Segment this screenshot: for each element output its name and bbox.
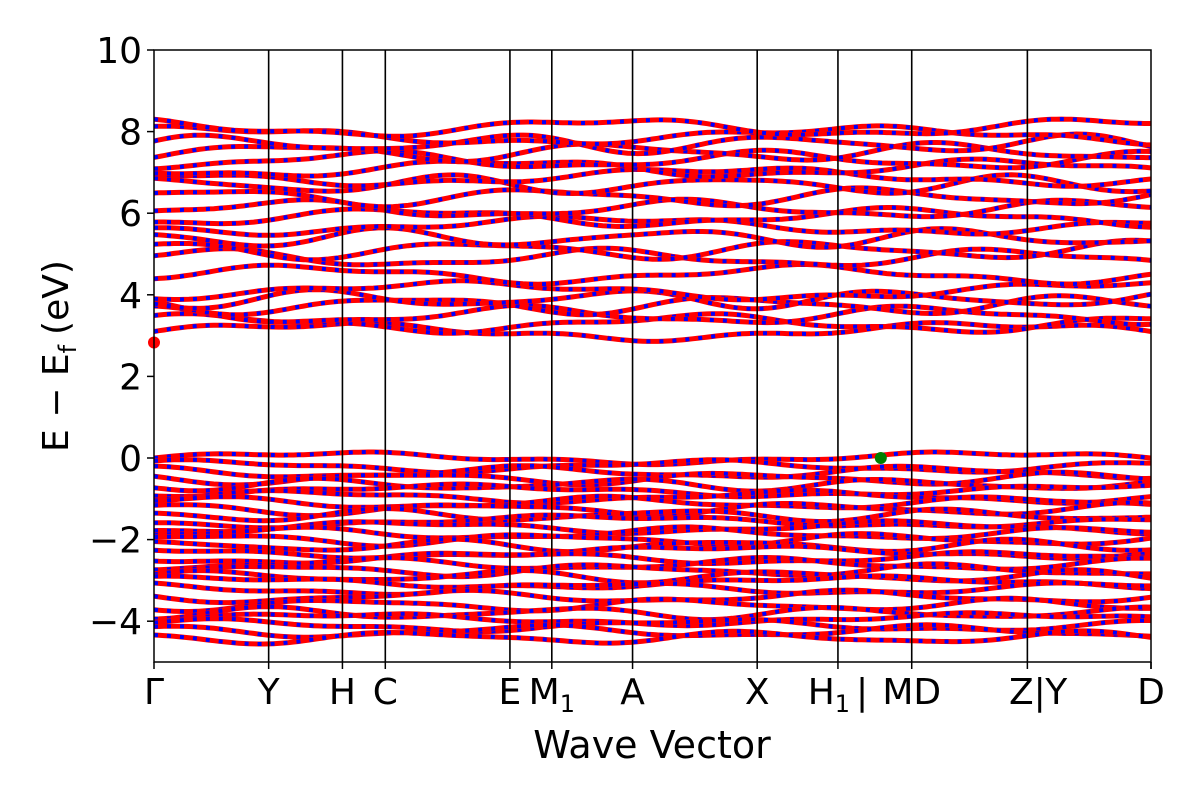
band-line-spin-up bbox=[154, 549, 1151, 566]
band-line-spin-up bbox=[154, 470, 1151, 487]
band-lines bbox=[154, 116, 1151, 647]
band-line-spin-up bbox=[154, 197, 1151, 219]
band-line-spin-up bbox=[154, 573, 1151, 591]
x-tick-label: Z| bbox=[1009, 672, 1046, 713]
x-tick-label: M1 bbox=[529, 672, 575, 718]
band-line-spin-up bbox=[154, 320, 1151, 344]
y-tick-label: 4 bbox=[119, 276, 142, 317]
band-line-spin-down bbox=[154, 172, 1151, 197]
vbm-marker bbox=[874, 452, 887, 464]
band-line-spin-up bbox=[154, 524, 1151, 541]
plot-frame bbox=[153, 49, 1152, 663]
band-line-spin-up bbox=[154, 518, 1151, 536]
x-tick-label: Γ bbox=[144, 672, 164, 713]
y-tick-label: 6 bbox=[119, 194, 142, 235]
y-axis-label: E − Ef (eV) bbox=[36, 260, 82, 452]
band-line-spin-down bbox=[154, 237, 1151, 263]
y-tick-label: 8 bbox=[119, 113, 142, 154]
band-line-spin-up bbox=[154, 537, 1151, 554]
y-tick-label: 2 bbox=[119, 357, 142, 398]
svg-text:E − Ef(eV): E − Ef (eV) bbox=[36, 260, 82, 452]
x-tick-label: H bbox=[329, 672, 356, 713]
band-edge-markers bbox=[148, 336, 887, 464]
band-line-spin-up bbox=[154, 494, 1151, 510]
kpoint-vertical-lines bbox=[267, 50, 1029, 662]
band-line-spin-up bbox=[154, 278, 1151, 302]
band-line-spin-up bbox=[154, 482, 1151, 499]
band-line-spin-up bbox=[154, 463, 1151, 481]
band-line-spin-down bbox=[154, 493, 1151, 511]
band-line-spin-up bbox=[154, 303, 1151, 327]
band-line-spin-up bbox=[154, 205, 1151, 230]
band-line-spin-down bbox=[154, 131, 1151, 157]
band-line-spin-up bbox=[154, 506, 1151, 524]
band-line-spin-up bbox=[154, 561, 1151, 579]
band-line-spin-down bbox=[154, 262, 1151, 287]
y-tick-label: 10 bbox=[96, 31, 142, 72]
band-line-spin-down bbox=[154, 278, 1151, 303]
y-tick-label: 0 bbox=[119, 439, 142, 480]
band-line-spin-up bbox=[154, 596, 1151, 614]
band-line-spin-up bbox=[154, 262, 1151, 287]
band-line-spin-down bbox=[154, 205, 1151, 230]
band-line-spin-up bbox=[154, 581, 1151, 597]
band-line-spin-up bbox=[154, 117, 1151, 139]
band-line-spin-down bbox=[154, 185, 1151, 210]
x-tick-label: E bbox=[499, 672, 522, 713]
x-tick-label: MD bbox=[882, 672, 941, 713]
y-axis-label-sub: f bbox=[54, 344, 82, 353]
band-line-spin-up bbox=[154, 246, 1151, 268]
x-tick-label: Y bbox=[1044, 672, 1068, 713]
x-tick-label: A bbox=[620, 672, 645, 713]
x-tick-label: D bbox=[1137, 672, 1165, 713]
x-tick-label: Y bbox=[257, 672, 281, 713]
band-line-spin-up bbox=[154, 148, 1151, 171]
x-tick-label: X bbox=[745, 672, 770, 713]
x-tick-label: H1 | bbox=[808, 672, 869, 718]
y-tick-label: −2 bbox=[89, 521, 142, 562]
band-line-spin-up bbox=[154, 214, 1151, 238]
band-line-spin-up bbox=[154, 311, 1151, 336]
band-line-spin-up bbox=[154, 157, 1151, 179]
band-line-spin-down bbox=[154, 561, 1151, 580]
band-line-spin-up bbox=[154, 610, 1151, 628]
band-line-spin-up bbox=[154, 166, 1151, 189]
band-line-spin-up bbox=[154, 123, 1151, 147]
band-line-spin-up bbox=[154, 622, 1151, 640]
x-axis: Γ Y H C E M1 A X H1 | MD Z| Y D bbox=[144, 662, 1165, 718]
band-line-spin-up bbox=[154, 604, 1151, 622]
x-axis-label: Wave Vector bbox=[533, 723, 771, 767]
band-line-spin-up bbox=[154, 628, 1151, 646]
band-line-spin-down bbox=[154, 293, 1151, 318]
y-axis: −4 −2 0 2 4 6 8 10 bbox=[89, 31, 154, 643]
y-tick-label: −4 bbox=[89, 602, 142, 643]
x-tick-label: C bbox=[373, 672, 398, 713]
y-axis-label-unit: (eV) bbox=[36, 260, 77, 335]
band-line-spin-up bbox=[154, 450, 1151, 467]
y-axis-label-main: E − E bbox=[36, 353, 77, 452]
